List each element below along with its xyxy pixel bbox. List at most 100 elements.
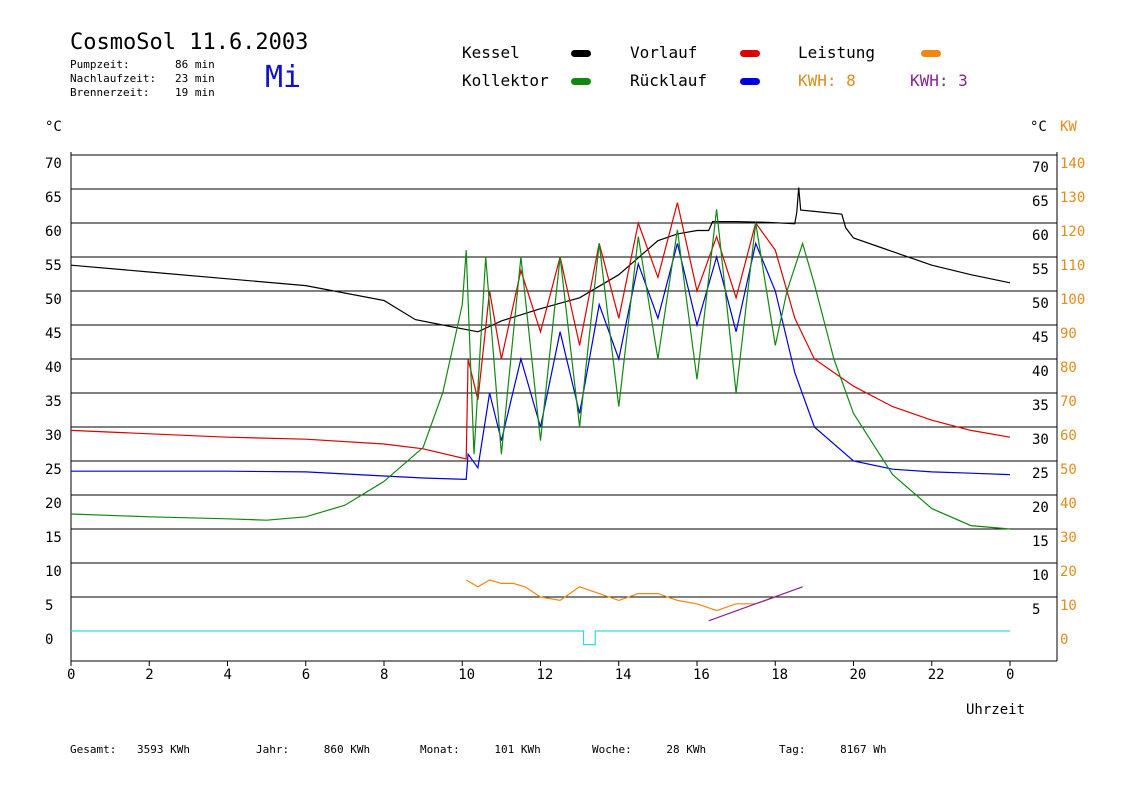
right-axis-unit: °C	[1030, 119, 1047, 135]
y-tick-label-left: 55	[45, 258, 62, 274]
chart-title: CosmoSol 11.6.2003	[70, 30, 309, 55]
y-tick-label-left: 70	[45, 156, 62, 172]
y-tick-label-right: 20	[1032, 500, 1049, 516]
x-tick-label: 6	[302, 667, 310, 683]
x-tick-label: 2	[145, 667, 153, 683]
y-tick-label-right: 35	[1032, 398, 1049, 414]
x-tick-label: 0	[1006, 667, 1014, 683]
y-tick-label-power: 20	[1060, 564, 1077, 580]
y-tick-label-left: 60	[45, 224, 62, 240]
footer-value: 101 KWh	[494, 743, 541, 756]
stat-nachlaufzeit: Nachlaufzeit: 23 min	[70, 72, 215, 85]
y-tick-label-right: 50	[1032, 296, 1049, 312]
footer-label: Monat:	[420, 743, 460, 756]
y-tick-label-power: 130	[1060, 190, 1085, 206]
footer-jahr: Jahr: 860 KWh	[256, 743, 370, 756]
y-tick-label-power: 60	[1060, 428, 1077, 444]
y-tick-label-left: 15	[45, 530, 62, 546]
x-tick-label: 14	[615, 667, 632, 683]
y-tick-label-power: 10	[1060, 598, 1077, 614]
y-tick-label-left: 50	[45, 292, 62, 308]
y-tick-label-left: 25	[45, 462, 62, 478]
y-tick-label-left: 5	[45, 598, 53, 614]
y-tick-label-left: 0	[45, 632, 53, 648]
footer-label: Jahr:	[256, 743, 290, 756]
x-axis-label: Uhrzeit	[966, 702, 1025, 718]
left-axis-unit: °C	[45, 119, 62, 135]
footer-monat: Monat: 101 KWh	[420, 743, 541, 756]
legend-ruecklauf-swatch	[740, 78, 760, 85]
y-tick-label-right: 15	[1032, 534, 1049, 550]
x-tick-label: 20	[850, 667, 867, 683]
y-tick-label-left: 30	[45, 428, 62, 444]
y-tick-label-right: 10	[1032, 568, 1049, 584]
y-tick-label-power: 40	[1060, 496, 1077, 512]
footer-value: 3593 KWh	[136, 743, 190, 756]
y-tick-label-left: 20	[45, 496, 62, 512]
legend-kwh-solar: KWH: 8	[798, 71, 856, 90]
x-tick-label: 0	[67, 667, 75, 683]
stat-value: 19 min	[175, 86, 215, 99]
y-tick-label-power: 0	[1060, 632, 1068, 648]
x-tick-label: 10	[458, 667, 475, 683]
y-tick-label-power: 50	[1060, 462, 1077, 478]
grid-lines	[70, 152, 1058, 662]
stat-label: Nachlaufzeit:	[70, 72, 157, 85]
y-tick-label-right: 5	[1032, 602, 1040, 618]
y-tick-label-power: 80	[1060, 360, 1077, 376]
y-tick-label-left: 65	[45, 190, 62, 206]
y-tick-label-power: 140	[1060, 156, 1085, 172]
y-tick-label-power: 90	[1060, 326, 1077, 342]
footer-tag: Tag: 8167 Wh	[779, 743, 886, 756]
footer-label: Woche:	[592, 743, 632, 756]
x-tick-label: 4	[224, 667, 232, 683]
series-line-vorlauf	[70, 202, 1011, 460]
y-tick-label-left: 40	[45, 360, 62, 376]
stat-label: Pumpzeit:	[70, 58, 130, 71]
y-tick-label-power: 70	[1060, 394, 1077, 410]
footer-value: 860 KWh	[323, 743, 371, 756]
x-tick-label: 8	[380, 667, 388, 683]
weekday-label: Mi	[265, 60, 302, 95]
y-tick-label-right: 30	[1032, 432, 1049, 448]
y-tick-label-right: 40	[1032, 364, 1049, 380]
legend-vorlauf-swatch	[740, 50, 760, 57]
legend-kollektor-swatch	[571, 78, 591, 85]
series-line-kollektor	[70, 209, 1011, 530]
series-line-kessel	[70, 187, 1011, 333]
legend-ruecklauf: Rücklauf	[630, 71, 708, 90]
footer-label: Gesamt:	[70, 743, 117, 756]
x-tick-label: 22	[928, 667, 945, 683]
y-tick-label-power: 120	[1060, 224, 1085, 240]
series-line-brenner	[708, 586, 803, 622]
power-axis-unit: KW	[1060, 119, 1077, 135]
stat-value: 86 min	[175, 58, 215, 71]
y-tick-label-right: 55	[1032, 262, 1049, 278]
footer-woche: Woche: 28 KWh	[592, 743, 706, 756]
y-tick-label-power: 100	[1060, 292, 1085, 308]
y-tick-label-left: 45	[45, 326, 62, 342]
legend-leistung-swatch	[921, 50, 941, 57]
x-tick-label: 16	[693, 667, 710, 683]
y-tick-label-right: 65	[1032, 194, 1049, 210]
legend-vorlauf: Vorlauf	[630, 43, 698, 62]
y-tick-label-left: 35	[45, 394, 62, 410]
y-tick-label-left: 10	[45, 564, 62, 580]
legend-kwh-brenner: KWH: 3	[910, 71, 968, 90]
stat-pumpzeit: Pumpzeit: 86 min	[70, 58, 215, 71]
y-tick-label-right: 45	[1032, 330, 1049, 346]
legend-kollektor: Kollektor	[462, 71, 549, 90]
footer-value: 28 KWh	[666, 743, 707, 756]
series-line-pumpe	[71, 630, 1010, 646]
footer-value: 8167 Wh	[840, 743, 887, 756]
legend-kessel-swatch	[571, 50, 591, 57]
axis-ticks: 0510152025303540455055606570510152025303…	[45, 156, 1085, 683]
y-tick-label-power: 110	[1060, 258, 1085, 274]
y-tick-label-right: 70	[1032, 160, 1049, 176]
stat-value: 23 min	[175, 72, 215, 85]
series-line-rcklauf	[71, 241, 1011, 481]
y-tick-label-right: 60	[1032, 228, 1049, 244]
x-tick-label: 18	[771, 667, 788, 683]
legend-leistung: Leistung	[798, 43, 876, 62]
